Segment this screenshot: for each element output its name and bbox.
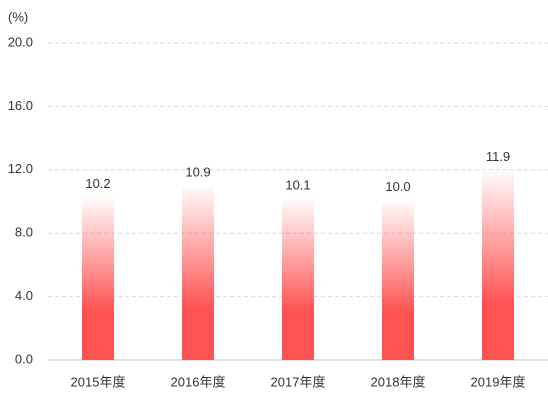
y-tick-label: 16.0 (8, 98, 33, 113)
bar (382, 201, 414, 360)
unit-label: (%) (8, 9, 28, 24)
bar (482, 171, 514, 360)
y-tick-label: 8.0 (15, 225, 33, 240)
bar (182, 187, 214, 360)
value-label: 10.1 (285, 177, 310, 192)
value-label: 11.9 (486, 149, 510, 164)
y-tick-label: 20.0 (8, 34, 33, 49)
x-tick-label: 2016年度 (171, 374, 226, 389)
y-tick-label: 0.0 (15, 351, 33, 366)
x-tick-label: 2017年度 (271, 374, 326, 389)
value-label: 10.9 (185, 165, 210, 180)
bar (82, 198, 114, 360)
value-label: 10.0 (385, 179, 410, 194)
y-tick-label: 4.0 (15, 288, 33, 303)
y-tick-label: 12.0 (8, 161, 33, 176)
x-tick-label: 2019年度 (471, 374, 526, 389)
x-tick-label: 2015年度 (71, 374, 126, 389)
bar (282, 199, 314, 360)
value-label: 10.2 (85, 176, 110, 191)
x-tick-label: 2018年度 (371, 374, 426, 389)
